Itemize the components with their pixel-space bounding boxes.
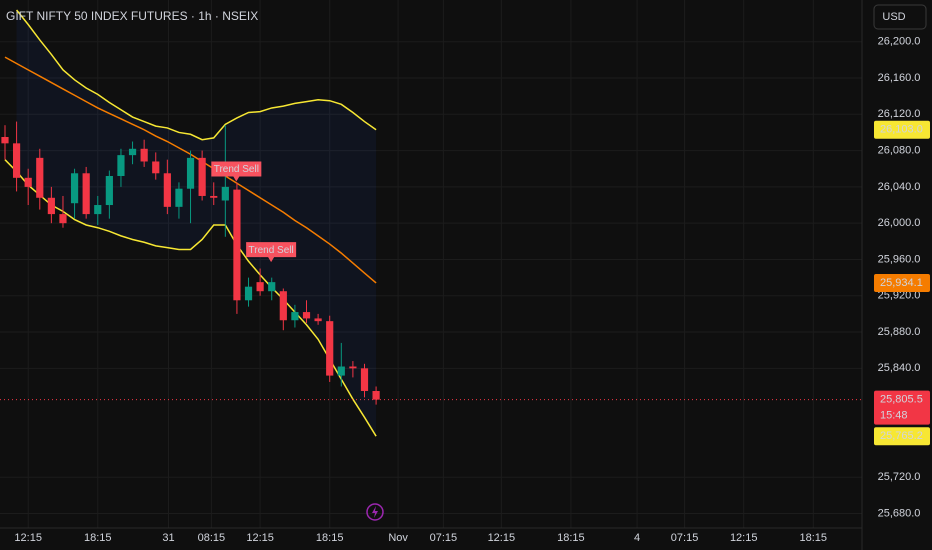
y-tick-label: 25,720.0 (878, 471, 921, 483)
x-tick-label: 18:15 (84, 532, 112, 544)
axes: 26,200.0 26,160.0 26,120.0 26,080.0 26,040.0… (14, 36, 930, 544)
y-tick-label: 26,080.0 (878, 145, 921, 157)
y-tick-label: 26,040.0 (878, 181, 921, 193)
grid (0, 0, 862, 528)
candle-body (175, 188, 183, 207)
signal-label: Trend Sell (249, 245, 294, 256)
currency-label[interactable]: USD (882, 11, 905, 23)
candle-body (268, 282, 276, 292)
candle-body (337, 366, 345, 376)
candle-body (70, 173, 79, 204)
price-label: 26,103.0 (880, 124, 923, 136)
price-label: 25,805.5 (880, 394, 923, 406)
candle-body (105, 176, 113, 206)
candle-body (94, 205, 102, 215)
x-tick-label: 31 (162, 532, 174, 544)
candle-body (279, 291, 287, 321)
y-tick-label: 26,000.0 (878, 217, 921, 229)
candle-body (82, 173, 90, 215)
candle-body (221, 186, 229, 201)
band-line (15, 9, 377, 141)
y-tick-label: 25,840.0 (878, 362, 921, 374)
x-tick-label: 18:15 (316, 532, 344, 544)
lightning-glyph (372, 506, 378, 518)
candle-body (163, 173, 171, 207)
x-tick-label: 18:15 (557, 532, 585, 544)
price-label-box (874, 427, 930, 446)
candle-body (198, 157, 206, 196)
candle-body (314, 318, 322, 322)
candle-body (12, 143, 21, 178)
candle-body (256, 282, 264, 292)
x-tick-label: 4 (634, 532, 640, 544)
x-tick-label: 12:15 (730, 532, 758, 544)
price-label: 25,934.1 (880, 277, 923, 289)
signal-box (246, 242, 297, 263)
plot: Trend Sell Trend Sell (0, 9, 862, 437)
candle-body (24, 177, 32, 187)
price-label-box (874, 273, 930, 292)
candle-body (210, 195, 218, 198)
candle-body (140, 148, 148, 162)
lightning-icon[interactable] (366, 503, 384, 521)
candle-body (47, 197, 55, 215)
x-tick-label: 08:15 (198, 532, 226, 544)
candle-body (233, 189, 241, 301)
price-label-box (874, 120, 930, 139)
price-label-box (874, 390, 930, 425)
candle-body (372, 391, 380, 400)
countdown-label: 15:48 (880, 410, 908, 422)
x-tick-label: 18:15 (800, 532, 828, 544)
currency-button[interactable] (873, 4, 927, 30)
y-tick-label: 26,200.0 (878, 36, 921, 48)
x-tick-label: 12:15 (14, 532, 42, 544)
x-tick-label: 07:15 (671, 532, 699, 544)
band-line (4, 159, 377, 437)
candle-body (117, 155, 125, 176)
candle-body (59, 214, 67, 224)
candle-body (291, 312, 299, 321)
candle-body (360, 368, 369, 392)
y-tick-label: 25,920.0 (878, 290, 921, 302)
candle-body (326, 321, 334, 376)
y-tick-label: 25,880.0 (878, 326, 921, 338)
candle-body (128, 148, 137, 156)
candle-body (36, 157, 44, 198)
y-tick-label: 26,160.0 (878, 72, 921, 84)
price-label: 25,765.2 (880, 430, 923, 442)
candle-body (244, 286, 253, 301)
x-tick-label: 07:15 (430, 532, 458, 544)
candle-body (1, 136, 9, 144)
y-tick-label: 26,120.0 (878, 108, 921, 120)
signal-label: Trend Sell (214, 164, 259, 175)
chart-title: GIFT NIFTY 50 INDEX FUTURES · 1h · NSEIX (6, 9, 258, 23)
band-fill (16, 9, 377, 437)
candle-body (152, 161, 160, 174)
x-tick-label: Nov (388, 532, 408, 544)
candle-body (302, 312, 311, 319)
candle-body (186, 157, 195, 189)
y-tick-label: 25,680.0 (878, 507, 921, 519)
x-tick-label: 12:15 (246, 532, 274, 544)
x-tick-label: 12:15 (488, 532, 516, 544)
y-tick-label: 25,960.0 (878, 253, 921, 265)
signal-box (211, 161, 262, 182)
candle-body (349, 366, 357, 369)
